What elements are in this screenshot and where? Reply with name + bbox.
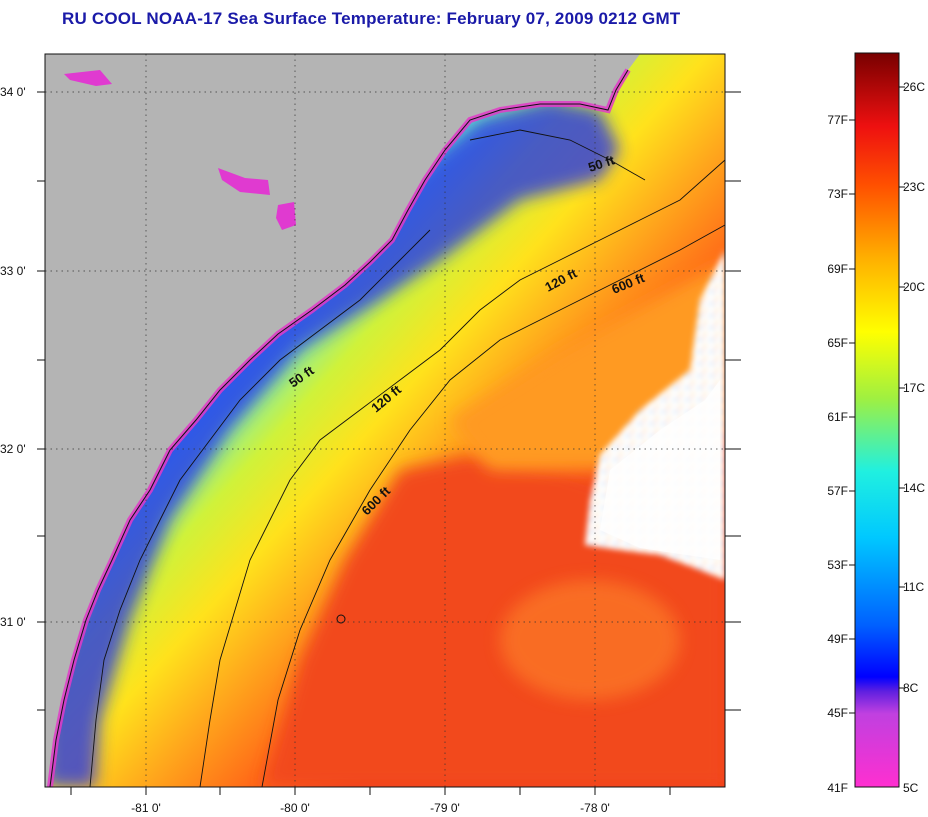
colorbar-f-label: 73F <box>827 187 848 201</box>
station-marker <box>336 614 346 624</box>
lat-label: 34 0' <box>0 85 26 99</box>
map-title: RU COOL NOAA-17 Sea Surface Temperature:… <box>62 9 681 28</box>
inland-lake <box>276 202 296 230</box>
lon-label: -78 0' <box>580 801 610 815</box>
colorbar-ticks <box>849 86 905 714</box>
colorbar-f-label: 45F <box>827 706 848 720</box>
lon-label: -81 0' <box>131 801 161 815</box>
lat-label: 31 0' <box>0 615 26 629</box>
colorbar-c-label: 8C <box>903 681 919 695</box>
axis-ticks <box>37 91 741 795</box>
colorbar-c-label: 23C <box>903 180 925 194</box>
lat-label: 33 0' <box>0 264 26 278</box>
colorbar-f-label: 53F <box>827 558 848 572</box>
contour-50ft-north <box>469 129 646 181</box>
contour-50ft <box>89 229 431 787</box>
inland-lake <box>64 70 112 86</box>
colorbar-c-label: 20C <box>903 280 925 294</box>
land-mass <box>45 54 640 787</box>
colorbar-f-label: 41F <box>827 781 848 795</box>
colorbar-f-label: 65F <box>827 336 848 350</box>
lat-label: 32 0' <box>0 442 26 456</box>
lon-label: -79 0' <box>430 801 460 815</box>
colorbar-c-label: 26C <box>903 80 925 94</box>
colorbar-f-label: 77F <box>827 113 848 127</box>
map-area: 50 ft 50 ft 120 ft 120 ft 600 ft 600 ft <box>45 54 725 787</box>
cloud-cover-core <box>600 380 720 560</box>
colorbar-f-label: 61F <box>827 410 848 424</box>
colorbar-c-label: 11C <box>903 580 924 594</box>
contour-600ft <box>261 224 725 787</box>
colorbar <box>854 52 900 788</box>
contour-120ft <box>199 159 725 787</box>
graticule <box>45 54 725 787</box>
colorbar-c-label: 5C <box>903 781 919 795</box>
warm-eddy <box>500 580 680 700</box>
colorbar-f-label: 49F <box>827 632 848 646</box>
coastline <box>49 69 629 787</box>
colorbar-c-label: 17C <box>903 381 925 395</box>
lon-label: -80 0' <box>280 801 310 815</box>
map-frame <box>44 53 726 788</box>
colorbar-c-label: 14C <box>903 481 925 495</box>
colorbar-f-label: 57F <box>827 484 848 498</box>
inland-lake <box>218 168 270 195</box>
colorbar-f-label: 69F <box>827 262 848 276</box>
